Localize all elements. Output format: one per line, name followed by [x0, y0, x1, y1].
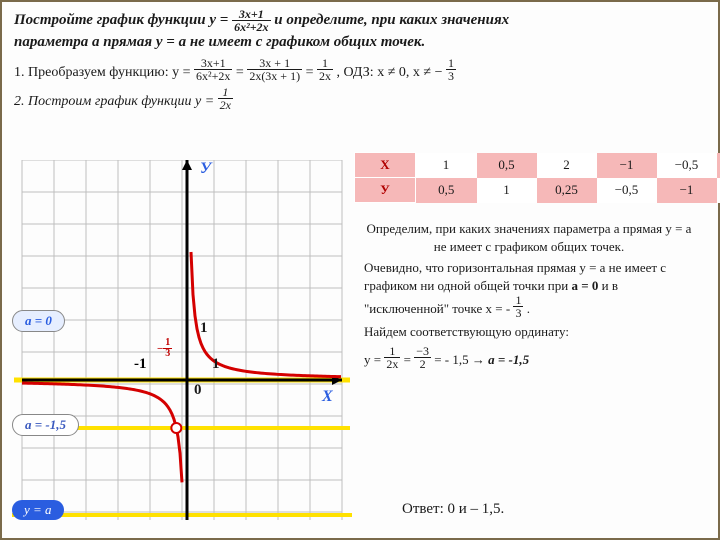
answer-text: Ответ: 0 и – 1,5.	[402, 501, 504, 518]
badge-a-1-5: a = -1,5	[12, 414, 79, 436]
col-x-header: Х	[355, 153, 416, 178]
problem-title: Постройте график функции у = 3х+16х²+2х …	[2, 2, 718, 55]
function-graph: У Х 1 1 -1 0 −13 а = 0 a = -1,5 у = а	[12, 160, 342, 530]
x-axis-label: Х	[322, 388, 333, 406]
y-axis-label: У	[200, 160, 211, 178]
step-1: 1. Преобразуем функцию: у = 3х+16х²+2х =…	[2, 55, 718, 85]
value-table: Х 10,52 −1−0,5−2 У 0,510,25 −0,5−1−0,25	[354, 152, 720, 203]
badge-y-a: у = а	[12, 500, 64, 520]
explanation: Определим, при каких значениях параметра…	[364, 216, 694, 374]
col-y-header: У	[355, 178, 416, 203]
step-2: 2. Построим график функции у = 12х	[2, 84, 718, 114]
badge-a0: а = 0	[12, 310, 65, 332]
